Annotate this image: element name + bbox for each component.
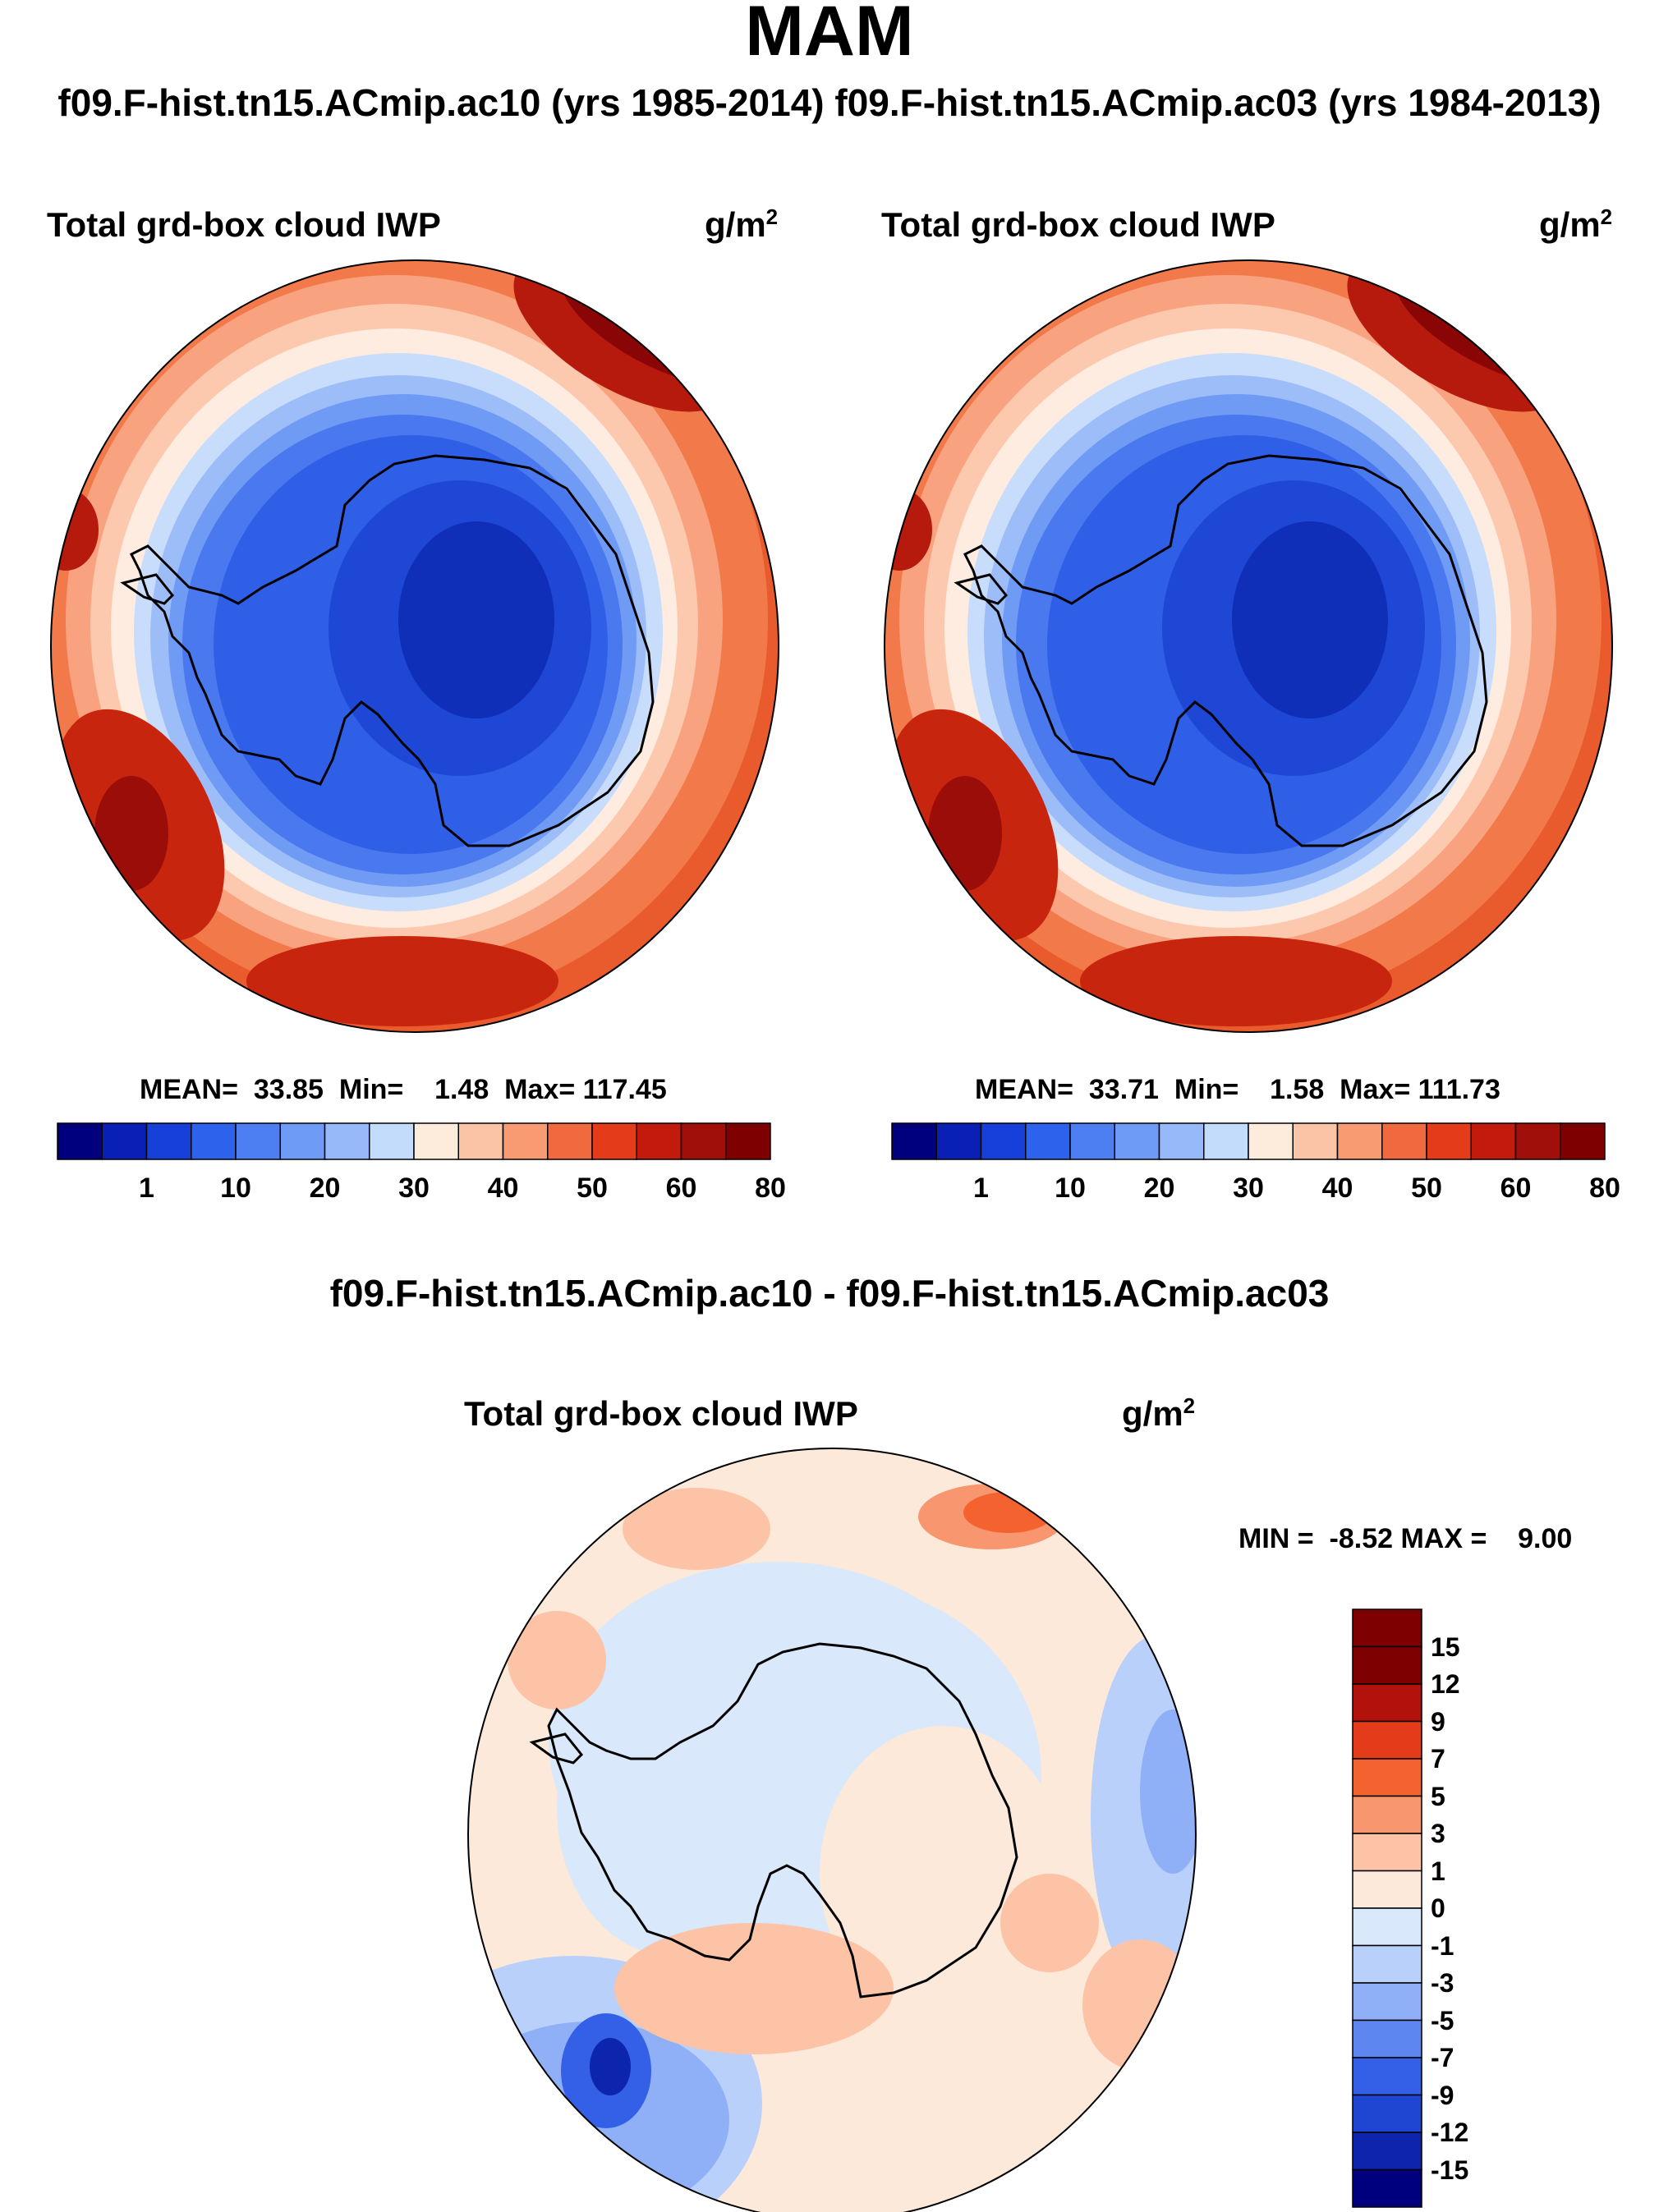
colorbar-box <box>1292 1122 1339 1160</box>
colorbar-tick-label: -1 <box>1431 1930 1454 1961</box>
panel2-title: Total grd-box cloud IWP <box>881 205 1275 244</box>
colorbar-box <box>457 1122 504 1160</box>
colorbar-box <box>413 1122 459 1160</box>
colorbar-box <box>1352 1833 1422 1872</box>
colorbar-tick-label: 7 <box>1431 1744 1445 1774</box>
colorbar-tick-label: 12 <box>1431 1669 1460 1699</box>
colorbar-box <box>1560 1122 1606 1160</box>
colorbar-box <box>547 1122 593 1160</box>
colorbar-box <box>1352 2168 1422 2208</box>
colorbar-box <box>279 1122 326 1160</box>
colorbar-tick-label: 1 <box>139 1173 154 1204</box>
colorbar-box <box>369 1122 415 1160</box>
map-panel-difference <box>467 1448 1197 2212</box>
colorbar-tick-label: 60 <box>1500 1173 1532 1204</box>
colorbar-box <box>680 1122 727 1160</box>
panel2-units: g/m2 <box>1539 204 1613 244</box>
colorbar-box <box>891 1122 937 1160</box>
difference-title: f09.F-hist.tn15.ACmip.ac10 - f09.F-hist.… <box>329 1272 1330 1315</box>
colorbar-box <box>1352 2019 1422 2058</box>
colorbar-box <box>191 1122 237 1160</box>
colorbar-box <box>1381 1122 1427 1160</box>
colorbar-box <box>1203 1122 1249 1160</box>
colorbar-box <box>57 1122 103 1160</box>
colorbar-box <box>1336 1122 1383 1160</box>
map-panel-ac10 <box>50 259 779 1033</box>
colorbar-box <box>1248 1122 1294 1160</box>
colorbar-ac03 <box>891 1122 1606 1160</box>
colorbar-tick-label: 15 <box>1431 1631 1460 1662</box>
colorbar-tick-label: 0 <box>1431 1893 1445 1923</box>
colorbar-tick-label: -15 <box>1431 2155 1469 2185</box>
colorbar-box <box>1158 1122 1205 1160</box>
colorbar-tick-label: 50 <box>577 1173 608 1204</box>
figure-subtitle: f09.F-hist.tn15.ACmip.ac10 (yrs 1985-201… <box>57 81 1602 124</box>
colorbar-box <box>1352 1982 1422 2022</box>
colorbar-tick-label: 20 <box>309 1173 341 1204</box>
colorbar-box <box>1352 2094 1422 2133</box>
colorbar-box <box>1352 1609 1422 1648</box>
colorbar-tick-label: -12 <box>1431 2118 1469 2147</box>
colorbar-box <box>1352 2057 1422 2096</box>
colorbar-box <box>324 1122 370 1160</box>
colorbar-box <box>1352 2132 1422 2171</box>
colorbar-tick-label: 40 <box>1321 1173 1353 1204</box>
colorbar-tick-label: 50 <box>1411 1173 1442 1204</box>
colorbar-tick-label: -3 <box>1431 1968 1454 1998</box>
colorbar-box <box>980 1122 1027 1160</box>
panel1-units: g/m2 <box>705 204 779 244</box>
colorbar-tick-label: -7 <box>1431 2043 1454 2072</box>
colorbar-tick-label: 10 <box>220 1173 251 1204</box>
colorbar-box <box>1352 1645 1422 1685</box>
colorbar-tick-label: 1 <box>1431 1856 1445 1886</box>
colorbar-box <box>145 1122 192 1160</box>
colorbar-box <box>101 1122 148 1160</box>
colorbar-tick-label: 9 <box>1431 1706 1445 1737</box>
colorbar-box <box>235 1122 281 1160</box>
colorbar-tick-label: 1 <box>973 1173 989 1204</box>
colorbar-tick-label: 5 <box>1431 1781 1445 1811</box>
colorbar-tick-label: 3 <box>1431 1819 1445 1848</box>
colorbar-box <box>725 1122 771 1160</box>
colorbar-tick-label: 20 <box>1143 1173 1175 1204</box>
colorbar-difference <box>1352 1609 1422 2208</box>
colorbar-tick-label: 30 <box>398 1173 430 1204</box>
panel1-title: Total grd-box cloud IWP <box>47 205 441 244</box>
colorbar-box <box>1352 1944 1422 1984</box>
colorbar-tick-label: -9 <box>1431 2080 1454 2110</box>
colorbar-box <box>591 1122 637 1160</box>
colorbar-box <box>1352 1720 1422 1760</box>
colorbar-box <box>1352 1683 1422 1723</box>
diff-panel-title: Total grd-box cloud IWP <box>464 1394 858 1433</box>
colorbar-box <box>1069 1122 1115 1160</box>
colorbar-box <box>1352 1907 1422 1947</box>
colorbar-box <box>1352 1795 1422 1834</box>
colorbar-ac10 <box>57 1122 771 1160</box>
map-panel-ac03 <box>884 259 1613 1033</box>
colorbar-box <box>636 1122 682 1160</box>
figure-title: MAM <box>745 0 914 71</box>
colorbar-tick-label: 80 <box>755 1173 786 1204</box>
colorbar-box <box>1114 1122 1160 1160</box>
colorbar-box <box>1352 1758 1422 1797</box>
panel2-stats: MEAN= 33.71 Min= 1.58 Max= 111.73 <box>975 1074 1500 1105</box>
colorbar-tick-label: 80 <box>1589 1173 1620 1204</box>
colorbar-tick-label: -5 <box>1431 2005 1454 2035</box>
colorbar-box <box>1426 1122 1472 1160</box>
colorbar-box <box>935 1122 982 1160</box>
panel1-stats: MEAN= 33.85 Min= 1.48 Max= 117.45 <box>140 1074 667 1105</box>
colorbar-box <box>502 1122 549 1160</box>
colorbar-tick-label: 30 <box>1233 1173 1264 1204</box>
colorbar-box <box>1514 1122 1561 1160</box>
diff-panel-units: g/m2 <box>1122 1393 1196 1433</box>
diff-minmax: MIN = -8.52 MAX = 9.00 <box>1239 1523 1573 1554</box>
colorbar-tick-label: 10 <box>1055 1173 1086 1204</box>
colorbar-tick-label: 60 <box>665 1173 697 1204</box>
colorbar-tick-label: 40 <box>487 1173 519 1204</box>
colorbar-box <box>1352 1870 1422 1909</box>
colorbar-box <box>1025 1122 1071 1160</box>
colorbar-box <box>1470 1122 1517 1160</box>
